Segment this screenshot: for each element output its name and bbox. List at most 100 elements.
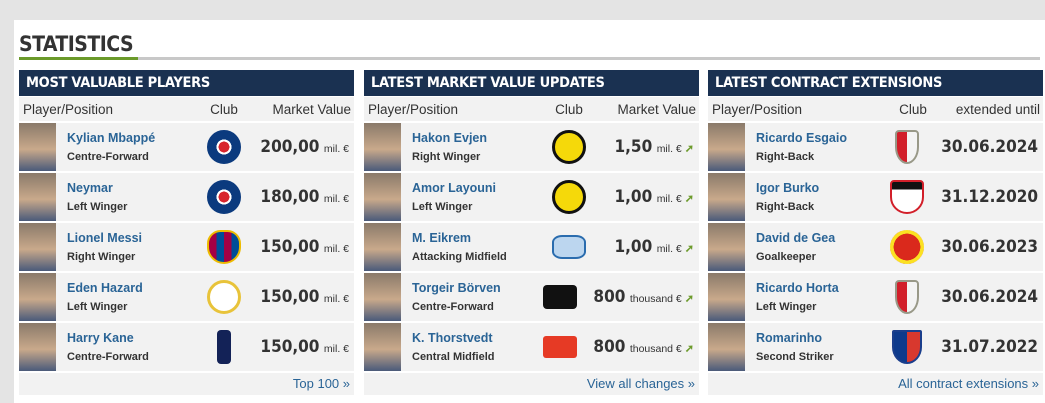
value: 800 [593, 287, 626, 307]
player-name-link[interactable]: M. Eikrem [412, 231, 472, 245]
player-photo[interactable] [708, 323, 745, 371]
player-position: Left Winger [756, 301, 817, 313]
value: 1,50 [614, 137, 653, 157]
panel-0: MOST VALUABLE PLAYERS Player/Position Cl… [19, 70, 354, 395]
player-name-link[interactable]: K. Thorstvedt [412, 331, 493, 345]
table-row: Lionel Messi Right Winger 150,00 mil. € [19, 223, 354, 271]
shakhtar-logo[interactable] [890, 180, 925, 214]
psg-logo[interactable] [207, 130, 241, 164]
col-club: Club [210, 101, 238, 117]
value-unit: mil. € [656, 243, 682, 255]
page-title: STATISTICS [19, 32, 134, 56]
value-unit: mil. € [323, 243, 349, 255]
table-row: K. Thorstvedt Central Midfield 800 thous… [364, 323, 699, 371]
player-photo[interactable] [708, 123, 745, 171]
value: 150,00 [260, 287, 320, 307]
player-name-link[interactable]: Neymar [67, 181, 113, 195]
player-name-link[interactable]: Igor Burko [756, 181, 820, 195]
footer-link[interactable]: Top 100 » [292, 376, 350, 391]
viking-logo[interactable] [543, 336, 578, 358]
table-row: Hakon Evjen Right Winger 1,50 mil. € ➚ [364, 123, 699, 171]
col-player: Player/Position [368, 101, 459, 117]
player-position: Right Winger [67, 251, 136, 263]
man-united-logo[interactable] [890, 230, 925, 264]
column-headers: Player/Position Club Market Value [364, 97, 699, 121]
col-club: Club [899, 101, 927, 117]
fortaleza-logo[interactable] [892, 330, 923, 364]
bodo-glimt-logo[interactable] [552, 180, 586, 214]
player-position: Right-Back [756, 201, 815, 213]
panel-title: LATEST CONTRACT EXTENSIONS [708, 70, 1043, 96]
player-name-link[interactable]: Torgeir Börven [412, 281, 501, 295]
odd-logo[interactable] [543, 285, 578, 309]
player-photo[interactable] [364, 323, 401, 371]
player-photo[interactable] [19, 223, 56, 271]
player-photo[interactable] [19, 323, 56, 371]
footer-link[interactable]: View all changes » [586, 376, 695, 391]
real-madrid-logo[interactable] [207, 280, 241, 314]
player-photo[interactable] [364, 223, 401, 271]
player-name-link[interactable]: Hakon Evjen [412, 131, 488, 145]
braga-logo[interactable] [895, 280, 920, 314]
value-unit: mil. € [656, 193, 682, 205]
barcelona-logo[interactable] [207, 230, 241, 264]
column-headers: Player/Position Club Market Value [19, 97, 354, 121]
player-position: Goalkeeper [756, 251, 816, 263]
value-unit: mil. € [323, 193, 349, 205]
table-row: M. Eikrem Attacking Midfield 1,00 mil. €… [364, 223, 699, 271]
col-player: Player/Position [712, 101, 803, 117]
tottenham-logo[interactable] [217, 330, 231, 364]
player-photo[interactable] [708, 273, 745, 321]
up-arrow-icon: ➚ [684, 193, 694, 205]
value: 150,00 [260, 237, 320, 257]
player-photo[interactable] [19, 273, 56, 321]
title-divider [19, 57, 1040, 60]
value-unit: thousand € [629, 293, 682, 305]
col-value: Market Value [617, 101, 696, 117]
player-position: Right Winger [412, 151, 481, 163]
player-name-link[interactable]: Ricardo Esgaio [756, 131, 847, 145]
player-name-link[interactable]: Amor Layouni [412, 181, 497, 195]
panel-1: LATEST MARKET VALUE UPDATES Player/Posit… [364, 70, 699, 395]
player-position: Centre-Forward [67, 151, 149, 163]
value: 200,00 [260, 137, 320, 157]
statistics-section: STATISTICS MOST VALUABLE PLAYERS Player/… [14, 20, 1045, 403]
player-name-link[interactable]: Ricardo Horta [756, 281, 839, 295]
up-arrow-icon: ➚ [684, 293, 694, 305]
player-position: Centre-Forward [67, 351, 149, 363]
player-photo[interactable] [364, 123, 401, 171]
value-unit: mil. € [323, 343, 349, 355]
table-row: Ricardo Esgaio Right-Back 30.06.2024 [708, 123, 1043, 171]
value: 1,00 [614, 237, 653, 257]
value-unit: mil. € [323, 143, 349, 155]
player-photo[interactable] [364, 173, 401, 221]
table-row: Harry Kane Centre-Forward 150,00 mil. € [19, 323, 354, 371]
psg-logo[interactable] [207, 180, 241, 214]
player-name-link[interactable]: Eden Hazard [67, 281, 143, 295]
player-photo[interactable] [708, 223, 745, 271]
player-photo[interactable] [19, 173, 56, 221]
bodo-glimt-logo[interactable] [552, 130, 586, 164]
player-name-link[interactable]: Lionel Messi [67, 231, 143, 245]
panel-title: LATEST MARKET VALUE UPDATES [364, 70, 699, 96]
player-name-link[interactable]: David de Gea [756, 231, 836, 245]
player-name-link[interactable]: Romarinho [756, 331, 822, 345]
table-row: Amor Layouni Left Winger 1,00 mil. € ➚ [364, 173, 699, 221]
player-photo[interactable] [19, 123, 56, 171]
footer-link[interactable]: All contract extensions » [898, 376, 1039, 391]
player-position: Centre-Forward [412, 301, 494, 313]
player-photo[interactable] [364, 273, 401, 321]
value: 30.06.2023 [941, 237, 1038, 257]
col-player: Player/Position [23, 101, 114, 117]
player-photo[interactable] [708, 173, 745, 221]
molde-logo[interactable] [552, 235, 586, 259]
value: 31.12.2020 [941, 187, 1038, 207]
player-position: Central Midfield [412, 351, 495, 363]
table-row: David de Gea Goalkeeper 30.06.2023 [708, 223, 1043, 271]
player-name-link[interactable]: Harry Kane [67, 331, 134, 345]
braga-logo[interactable] [895, 130, 920, 164]
player-position: Right-Back [756, 151, 815, 163]
table-row: Ricardo Horta Left Winger 30.06.2024 [708, 273, 1043, 321]
player-name-link[interactable]: Kylian Mbappé [67, 131, 156, 145]
up-arrow-icon: ➚ [684, 343, 694, 355]
